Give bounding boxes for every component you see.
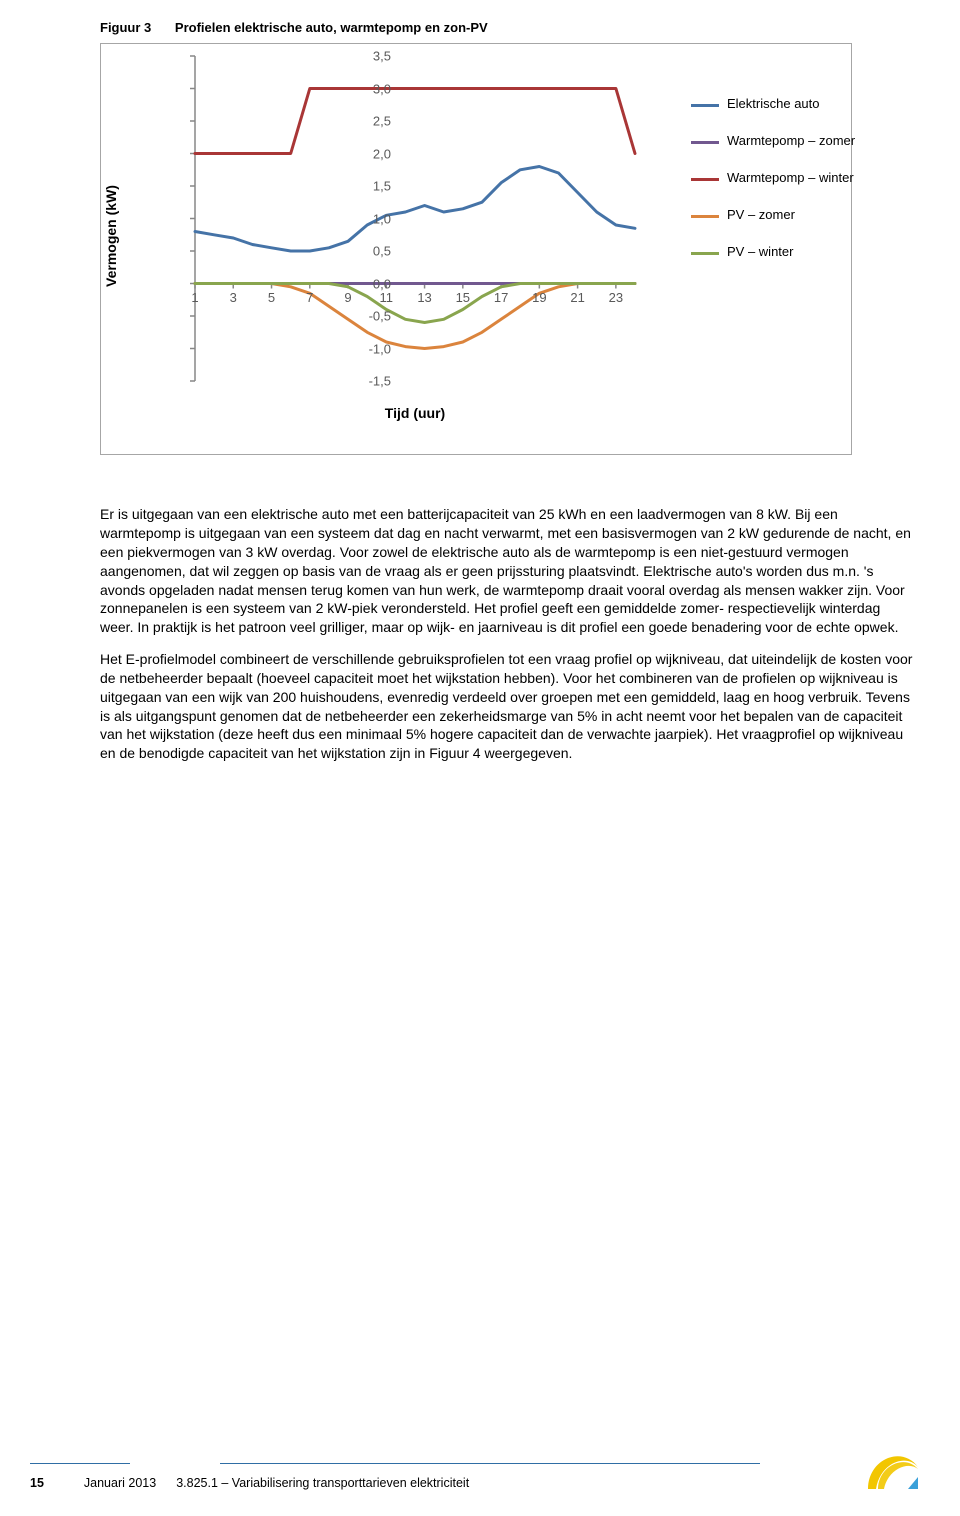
paragraph-1: Er is uitgegaan van een elektrische auto… (100, 505, 915, 637)
x-axis-title: Tijd (uur) (385, 405, 445, 421)
x-tick-label: 3 (230, 290, 237, 305)
y-tick-label: 3,0 (373, 81, 391, 96)
y-tick-label: 1,5 (373, 179, 391, 194)
plot-area: Tijd (uur) (195, 56, 635, 381)
figure-title: Profielen elektrische auto, warmtepomp e… (175, 20, 488, 35)
x-tick-label: 11 (380, 290, 394, 305)
paragraph-2: Het E-profielmodel combineert de verschi… (100, 650, 915, 763)
legend-swatch (691, 252, 719, 255)
legend-swatch (691, 104, 719, 107)
chart-frame: Vermogen (kW) Tijd (uur) 3,5 3,0 2,5 2,0 1,5… (100, 43, 852, 455)
footer-line: 15 Januari 2013 3.825.1 – Variabiliserin… (30, 1476, 930, 1490)
x-tick-label: 9 (344, 290, 351, 305)
legend-label: PV – winter (727, 244, 793, 261)
y-tick-label: 0,5 (373, 244, 391, 259)
page-footer: 15 Januari 2013 3.825.1 – Variabiliserin… (30, 1463, 930, 1490)
legend-item: PV – zomer (691, 207, 881, 224)
page-number: 15 (30, 1476, 44, 1490)
legend-item: PV – winter (691, 244, 881, 261)
legend-label: Warmtepomp – winter (727, 170, 854, 187)
legend-item: Elektrische auto (691, 96, 881, 113)
footer-logo-icon (860, 1439, 920, 1494)
legend-swatch (691, 215, 719, 218)
legend-swatch (691, 141, 719, 144)
x-tick-label: 7 (306, 290, 313, 305)
x-tick-label: 19 (532, 290, 546, 305)
body-text: Er is uitgegaan van een elektrische auto… (100, 505, 915, 763)
legend-label: PV – zomer (727, 207, 795, 224)
legend-label: Warmtepomp – zomer (727, 133, 855, 150)
x-tick-label: 1 (191, 290, 198, 305)
x-tick-label: 21 (570, 290, 584, 305)
x-tick-label: 15 (456, 290, 470, 305)
y-tick-label: 3,5 (373, 49, 391, 64)
legend-label: Elektrische auto (727, 96, 820, 113)
footer-rule-short (30, 1463, 130, 1464)
footer-rule-long (220, 1463, 760, 1464)
y-tick-label: 1,0 (373, 211, 391, 226)
y-axis-title: Vermogen (kW) (103, 185, 119, 287)
chart-inner: Vermogen (kW) Tijd (uur) 3,53,02,52,01,5… (151, 56, 839, 416)
y-tick-label: -0,5 (369, 309, 391, 324)
y-tick-label: 2,0 (373, 146, 391, 161)
y-tick-label: 2,5 (373, 114, 391, 129)
x-tick-label: 5 (268, 290, 275, 305)
footer-date: Januari 2013 (84, 1476, 156, 1490)
legend-item: Warmtepomp – zomer (691, 133, 881, 150)
figure-number: Figuur 3 (100, 20, 151, 35)
y-tick-label: -1,5 (369, 374, 391, 389)
legend: Elektrische auto Warmtepomp – zomer Warmte… (691, 96, 881, 280)
legend-item: Warmtepomp – winter (691, 170, 881, 187)
x-tick-label: 23 (609, 290, 623, 305)
legend-swatch (691, 178, 719, 181)
x-tick-label: 13 (417, 290, 431, 305)
y-tick-label: -1,0 (369, 341, 391, 356)
figure-caption: Figuur 3 Profielen elektrische auto, war… (100, 20, 932, 35)
footer-rules (30, 1463, 930, 1464)
footer-doc-ref: 3.825.1 – Variabilisering transporttarie… (176, 1476, 469, 1490)
x-tick-label: 17 (494, 290, 508, 305)
